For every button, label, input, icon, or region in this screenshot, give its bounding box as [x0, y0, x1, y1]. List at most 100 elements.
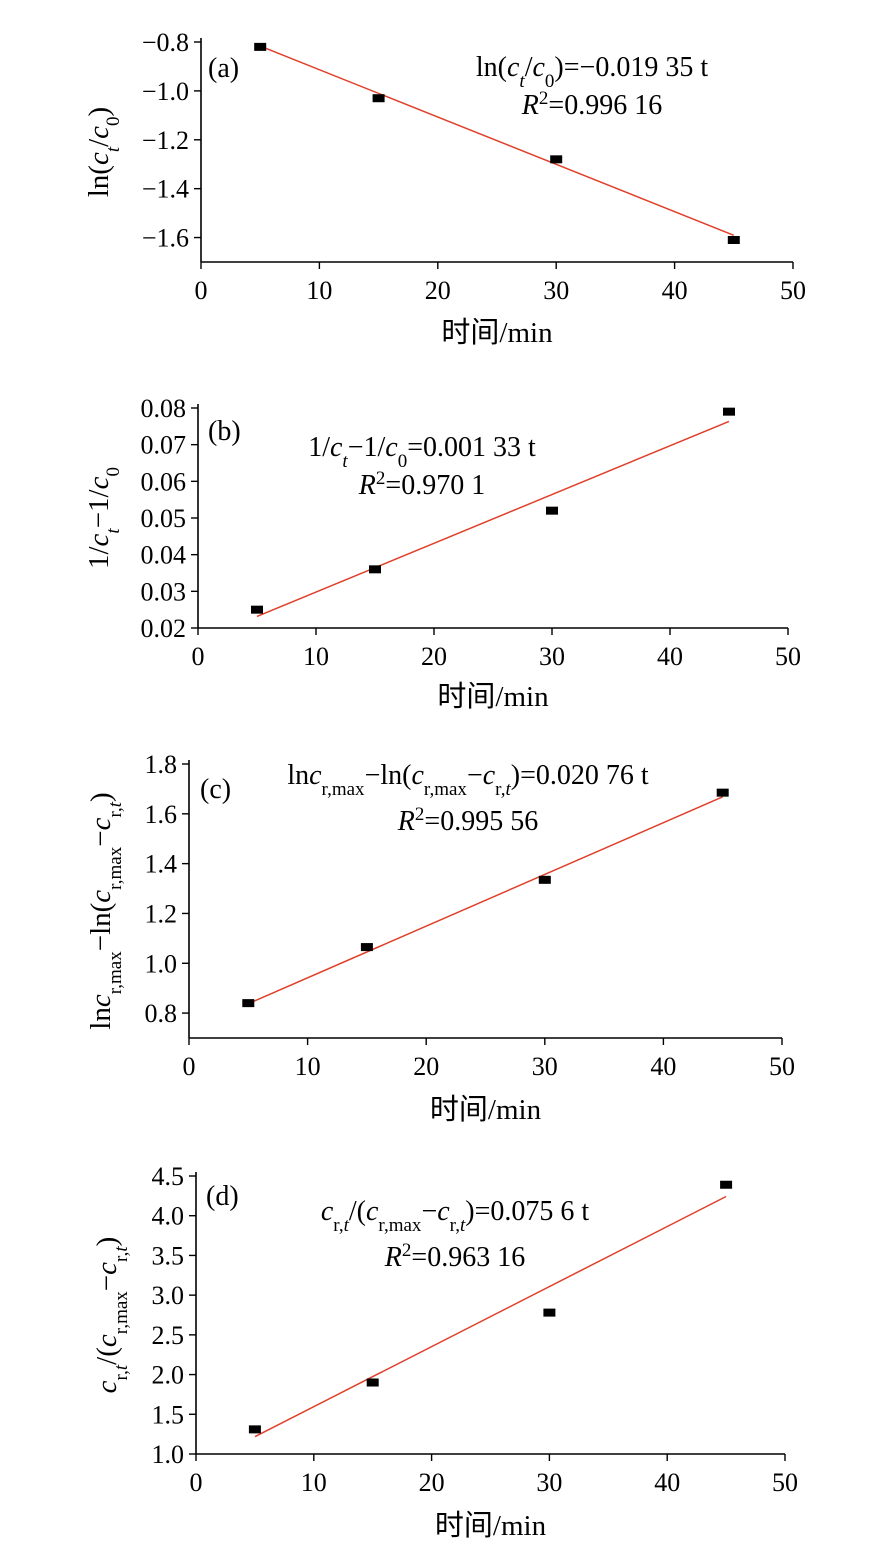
r2-value: =0.963 16: [411, 1242, 525, 1273]
x-tick-label: 40: [650, 1052, 676, 1081]
data-point: [723, 407, 735, 416]
data-point: [543, 1308, 556, 1317]
y-tick-label: 0.08: [141, 394, 187, 423]
x-tick-label: 0: [190, 1468, 203, 1497]
y-tick-label: 1.0: [152, 1440, 185, 1469]
x-axis-label: 时间/min: [437, 680, 549, 713]
y-axis-label: 1/ct−1/c0: [83, 467, 124, 569]
data-point: [727, 236, 740, 244]
x-tick-label: 0: [195, 276, 208, 305]
x-tick-label: 10: [295, 1052, 321, 1081]
r-squared: R2=0.996 16: [521, 88, 662, 122]
y-tick-label: 3.0: [152, 1281, 185, 1310]
x-tick-label: 20: [425, 276, 451, 305]
fit-equation: cr,t/(cr,max−cr,t)=0.075 6 t: [321, 1196, 590, 1236]
x-tick-label: 20: [421, 642, 447, 671]
x-tick-label: 50: [780, 276, 806, 305]
r2-value: =0.970 1: [385, 470, 485, 501]
r2-symbol: R: [384, 1242, 402, 1273]
x-axis-label: 时间/min: [435, 1509, 547, 1542]
fit-equation: 1/ct−1/c0=0.001 33 t: [308, 432, 536, 472]
data-point: [366, 1378, 379, 1387]
x-tick-label: 40: [654, 1468, 680, 1497]
x-tick-label: 0: [183, 1052, 196, 1081]
data-point: [538, 875, 551, 884]
fit-line: [248, 796, 723, 1005]
r2-value: =0.995 56: [424, 806, 538, 837]
y-tick-label: 4.5: [152, 1162, 185, 1191]
r2-symbol: R: [521, 90, 539, 121]
x-tick-label: 50: [775, 642, 801, 671]
x-tick-label: 50: [772, 1468, 798, 1497]
y-tick-label: 1.2: [145, 899, 178, 928]
data-point: [360, 943, 373, 952]
x-tick-label: 40: [662, 276, 688, 305]
x-tick-label: 0: [192, 642, 205, 671]
y-tick-label: 1.8: [145, 750, 178, 779]
data-point: [251, 605, 263, 614]
data-point: [242, 999, 255, 1008]
y-tick-label: 0.8: [145, 999, 178, 1028]
r-squared: R2=0.995 56: [397, 804, 538, 838]
y-tick-label: 0.04: [141, 541, 187, 570]
x-tick-label: 20: [413, 1052, 439, 1081]
r2-symbol: R: [397, 806, 415, 837]
y-tick-label: 1.4: [145, 850, 178, 879]
r-squared: R2=0.970 1: [358, 468, 485, 502]
data-point: [550, 155, 563, 164]
y-tick-label: 0.03: [141, 577, 187, 606]
chart-panel-c: 0 10 20 30 40 50 1.8 1.6 1.4 1.2 1.0 0.8 (c) 时间/min: [145, 750, 796, 1126]
panel-label: (d): [206, 1181, 239, 1212]
y-tick-label: 1.6: [145, 800, 178, 829]
x-tick-label: 40: [657, 642, 683, 671]
chart-panel-a: 0 10 20 30 40 50 −0.8 −1.0 −1.2 −1.4 −1.6 (a) 时间/min: [142, 28, 806, 349]
x-tick-label: 20: [419, 1468, 445, 1497]
y-axis-label: ln(ct/c0): [83, 107, 124, 197]
y-tick-label: 0.02: [141, 614, 187, 643]
data-point: [254, 42, 267, 51]
data-point: [720, 1180, 733, 1189]
x-tick-label: 30: [543, 276, 569, 305]
data-point: [372, 94, 385, 103]
panel-label: (b): [208, 416, 241, 447]
data-point: [546, 506, 558, 515]
y-tick-label: 0.06: [141, 467, 187, 496]
r-squared: R2=0.963 16: [384, 1240, 525, 1274]
chart-panel-d: 0 10 20 30 40 50 4.5 4.0 3.5 3.0 2.5 2.0 1.5 1.0 (d) 时间…: [152, 1162, 799, 1542]
fit-equation: lncr,max−ln(cr,max−cr,t)=0.020 76 t: [287, 760, 649, 800]
y-tick-label: −1.4: [142, 175, 189, 204]
x-axis-label: 时间/min: [441, 316, 553, 349]
y-tick-label: 2.0: [152, 1361, 185, 1390]
y-tick-label: 0.05: [141, 504, 187, 533]
y-tick-label: −0.8: [142, 28, 189, 57]
y-tick-label: −1.2: [142, 126, 189, 155]
x-tick-label: 10: [303, 642, 329, 671]
fit-equation: ln(ct/c0)=−0.019 35 t: [476, 52, 708, 92]
fit-line: [254, 1195, 727, 1438]
data-point: [248, 1425, 261, 1434]
x-tick-label: 50: [769, 1052, 795, 1081]
x-axis-label: 时间/min: [430, 1093, 542, 1126]
y-axis-label: lncr,max−ln(cr,max−cr,t): [85, 792, 126, 1029]
y-tick-label: 4.0: [152, 1202, 185, 1231]
y-tick-label: 0.07: [141, 431, 187, 460]
chart-panel-b: 0 10 20 30 40 50 0.08 0.07 0.06 0.05 0.04 0.03 0.02 (…: [141, 394, 802, 713]
y-axis-label: cr,t/(cr,max−cr,t): [91, 1237, 132, 1394]
y-tick-label: −1.0: [142, 77, 189, 106]
fit-line: [259, 45, 735, 236]
x-tick-label: 10: [301, 1468, 327, 1497]
data-point: [369, 565, 381, 574]
y-tick-label: 2.5: [152, 1321, 185, 1350]
x-tick-label: 30: [536, 1468, 562, 1497]
x-tick-label: 10: [306, 276, 332, 305]
x-tick-label: 30: [539, 642, 565, 671]
y-tick-label: 1.0: [145, 949, 178, 978]
panel-label: (a): [208, 53, 239, 84]
r2-value: =0.996 16: [548, 90, 662, 121]
r2-symbol: R: [358, 470, 376, 501]
fit-line: [256, 420, 730, 618]
data-point: [716, 788, 729, 797]
y-tick-label: 1.5: [152, 1400, 185, 1429]
x-tick-label: 30: [532, 1052, 558, 1081]
